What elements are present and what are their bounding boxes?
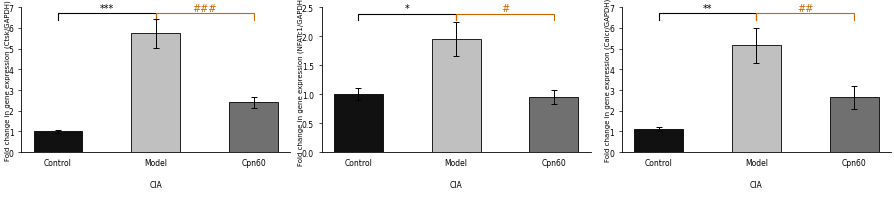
Bar [529,98,578,152]
Bar [333,95,383,152]
Text: **: ** [702,4,712,14]
Bar [634,130,682,152]
Text: CIA: CIA [749,180,762,189]
Text: CIA: CIA [449,180,462,189]
Bar [131,34,180,152]
Bar [431,40,480,152]
Bar [829,98,878,152]
Text: #: # [501,4,509,14]
Y-axis label: Fold change in gene expression (NFATc1/GAPDH): Fold change in gene expression (NFATc1/G… [297,0,303,165]
Bar [731,46,780,152]
Bar [229,103,278,152]
Text: *: * [404,4,409,14]
Text: CIA: CIA [149,180,162,189]
Y-axis label: Fold change in gene expression (Calcr/GAPDH): Fold change in gene expression (Calcr/GA… [604,0,611,162]
Text: ##: ## [797,4,813,14]
Y-axis label: Fold change in gene expression (Ctsk/GAPDH): Fold change in gene expression (Ctsk/GAP… [4,0,11,160]
Bar [33,132,82,152]
Text: ***: *** [99,4,114,14]
Text: ###: ### [192,4,216,14]
